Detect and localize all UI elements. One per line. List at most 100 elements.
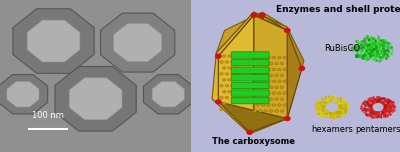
Circle shape	[225, 84, 229, 87]
Circle shape	[283, 56, 287, 59]
Circle shape	[266, 104, 270, 106]
Circle shape	[216, 100, 221, 104]
Circle shape	[256, 56, 260, 59]
Circle shape	[283, 92, 287, 95]
Circle shape	[256, 104, 260, 106]
Polygon shape	[254, 15, 287, 119]
Circle shape	[220, 108, 223, 111]
Circle shape	[225, 96, 229, 99]
Polygon shape	[218, 15, 254, 119]
Polygon shape	[0, 75, 48, 114]
Circle shape	[225, 73, 229, 75]
Circle shape	[278, 68, 281, 71]
Circle shape	[264, 110, 268, 112]
Circle shape	[247, 130, 252, 134]
Circle shape	[220, 96, 223, 99]
Circle shape	[269, 62, 273, 65]
FancyBboxPatch shape	[231, 97, 269, 104]
FancyBboxPatch shape	[231, 75, 269, 81]
Circle shape	[283, 68, 287, 71]
Circle shape	[251, 13, 256, 17]
Polygon shape	[152, 81, 184, 107]
Circle shape	[278, 104, 281, 106]
Circle shape	[230, 61, 234, 63]
Circle shape	[326, 103, 338, 111]
Circle shape	[280, 74, 284, 77]
Circle shape	[269, 110, 273, 112]
Text: pentamers: pentamers	[355, 125, 400, 134]
Circle shape	[272, 92, 276, 95]
Circle shape	[222, 78, 226, 81]
Text: hexamers: hexamers	[311, 125, 353, 134]
Circle shape	[280, 86, 284, 89]
Circle shape	[228, 55, 232, 57]
Circle shape	[230, 84, 234, 87]
Circle shape	[228, 90, 232, 93]
Circle shape	[233, 67, 237, 69]
Circle shape	[261, 68, 265, 71]
FancyBboxPatch shape	[231, 67, 269, 73]
Circle shape	[264, 74, 268, 77]
Circle shape	[272, 104, 276, 106]
Circle shape	[220, 61, 223, 63]
Circle shape	[280, 98, 284, 100]
Circle shape	[261, 104, 265, 106]
Circle shape	[220, 84, 223, 87]
Circle shape	[261, 92, 265, 95]
Circle shape	[275, 98, 278, 100]
Circle shape	[258, 86, 262, 89]
Circle shape	[266, 68, 270, 71]
Text: Enzymes and shell proteins: Enzymes and shell proteins	[276, 5, 400, 14]
Circle shape	[253, 74, 257, 77]
Polygon shape	[69, 78, 122, 120]
Circle shape	[236, 73, 240, 75]
Polygon shape	[216, 12, 287, 53]
Polygon shape	[55, 67, 136, 131]
Polygon shape	[212, 99, 287, 134]
Circle shape	[256, 80, 260, 83]
Circle shape	[275, 74, 278, 77]
Circle shape	[222, 102, 226, 105]
Circle shape	[266, 56, 270, 59]
Polygon shape	[114, 23, 162, 62]
Circle shape	[258, 110, 262, 112]
Circle shape	[236, 61, 240, 63]
Circle shape	[373, 104, 383, 111]
Circle shape	[253, 86, 257, 89]
Circle shape	[256, 68, 260, 71]
Circle shape	[222, 90, 226, 93]
Circle shape	[264, 86, 268, 89]
Circle shape	[233, 55, 237, 57]
Circle shape	[266, 80, 270, 83]
Circle shape	[278, 80, 281, 83]
Polygon shape	[218, 15, 287, 56]
Circle shape	[275, 86, 278, 89]
Circle shape	[258, 74, 262, 77]
Circle shape	[260, 13, 265, 17]
Polygon shape	[216, 12, 254, 119]
Circle shape	[258, 98, 262, 100]
Text: RuBisCO: RuBisCO	[324, 44, 360, 53]
Circle shape	[261, 56, 265, 59]
Circle shape	[228, 78, 232, 81]
Polygon shape	[27, 20, 80, 62]
Circle shape	[222, 55, 226, 57]
Circle shape	[264, 62, 268, 65]
FancyBboxPatch shape	[231, 52, 269, 58]
Circle shape	[280, 110, 284, 112]
Circle shape	[272, 56, 276, 59]
Text: The carboxysome: The carboxysome	[212, 137, 295, 146]
Circle shape	[253, 110, 257, 112]
Circle shape	[238, 55, 242, 57]
Circle shape	[220, 73, 223, 75]
FancyBboxPatch shape	[231, 90, 269, 96]
FancyBboxPatch shape	[231, 82, 269, 89]
Circle shape	[216, 54, 221, 58]
Circle shape	[275, 62, 278, 65]
Polygon shape	[254, 12, 304, 119]
Circle shape	[253, 98, 257, 100]
Circle shape	[272, 80, 276, 83]
Circle shape	[256, 92, 260, 95]
Circle shape	[228, 67, 232, 69]
Circle shape	[280, 62, 284, 65]
